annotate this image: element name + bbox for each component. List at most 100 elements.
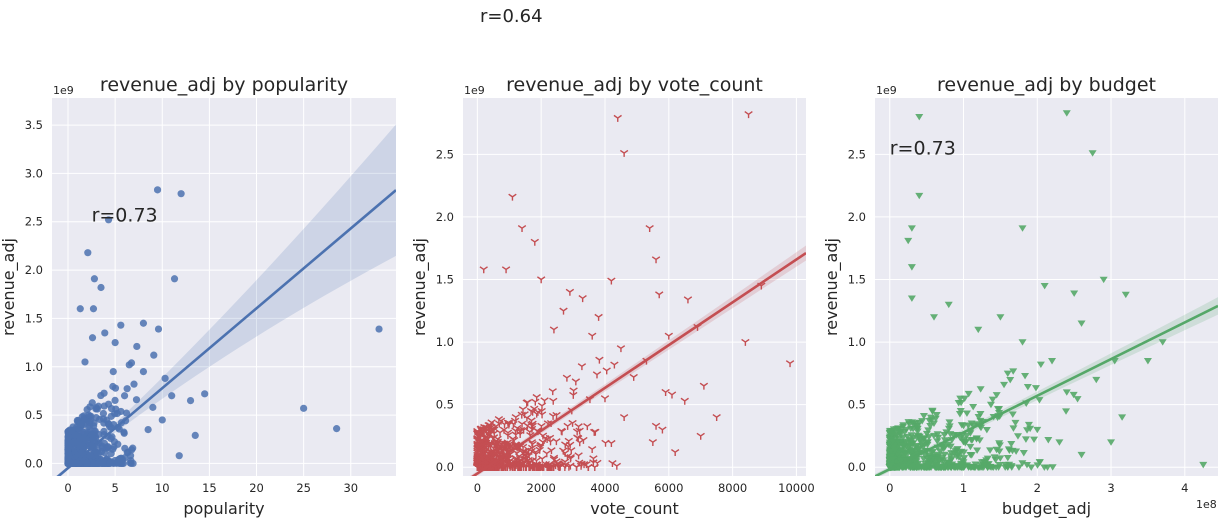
scatter-point — [175, 452, 183, 460]
scatter-point — [1022, 462, 1031, 469]
scatter-point — [933, 438, 942, 445]
scatter-point — [95, 430, 103, 439]
scatter-point — [613, 114, 622, 122]
scatter-point — [111, 396, 119, 405]
scatter-point — [479, 266, 488, 274]
scatter-point — [990, 454, 999, 461]
x-tick-label: 5 — [111, 481, 118, 495]
x-tick-label: 1 — [960, 481, 967, 495]
scatter-point — [1077, 320, 1086, 327]
scatter-point — [563, 422, 572, 430]
scatter-point — [595, 356, 604, 364]
scatter-point — [932, 411, 941, 419]
scatter-point — [133, 342, 141, 351]
correlation-annotation: r=0.73 — [92, 205, 158, 227]
scatter-point — [1031, 385, 1040, 392]
scatter-point — [664, 332, 674, 340]
subplot-title: revenue_adj by budget — [937, 74, 1156, 96]
scatter-point — [541, 435, 550, 443]
scatter-point — [974, 326, 983, 334]
scatter-point — [954, 400, 963, 407]
scatter-point — [507, 463, 517, 471]
y-tick-label: 1.5 — [25, 311, 43, 325]
scatter-point — [536, 276, 546, 284]
scatter-point — [967, 420, 976, 427]
x-tick-label: 4 — [1181, 481, 1188, 495]
x-axis-label: budget_adj — [1002, 499, 1091, 519]
scatter-point — [899, 442, 908, 449]
scatter-point — [1033, 426, 1042, 434]
plot-content — [469, 111, 806, 476]
scatter-point — [924, 434, 933, 441]
y-tick-label: 1.5 — [848, 272, 866, 286]
scatter-point — [982, 427, 991, 434]
scatter-point — [509, 420, 518, 428]
scatter-point — [1009, 368, 1018, 375]
scatter-point — [511, 413, 521, 422]
scatter-point — [132, 396, 141, 404]
scatter-point — [896, 457, 905, 464]
y-offset-label: 1e9 — [464, 84, 485, 97]
scatter-point — [670, 448, 680, 457]
subplot-title: revenue_adj by popularity — [100, 74, 348, 96]
scatter-point — [891, 435, 900, 442]
correlation-annotation: r=0.73 — [890, 137, 956, 159]
scatter-point — [957, 422, 966, 429]
scatter-point — [473, 443, 483, 452]
scatter-point — [915, 192, 924, 200]
scatter-point — [940, 431, 949, 439]
scatter-point — [526, 464, 535, 472]
scatter-point — [527, 421, 536, 429]
scatter-point — [105, 420, 113, 428]
scatter-point — [1005, 461, 1014, 469]
scatter-point — [530, 238, 539, 246]
scatter-point — [1044, 437, 1053, 444]
scatter-point — [97, 283, 105, 292]
scatter-point — [92, 404, 100, 412]
scatter-point — [996, 455, 1005, 462]
scatter-point — [916, 439, 925, 446]
scatter-point — [590, 428, 599, 436]
x-tick-label: 25 — [296, 481, 311, 495]
scatter-point — [1003, 370, 1012, 377]
scatter-point — [139, 367, 148, 376]
scatter-point — [944, 425, 953, 433]
scatter-point — [1021, 373, 1030, 380]
scatter-point — [1014, 464, 1023, 471]
scatter-point — [907, 225, 916, 232]
scatter-point — [109, 382, 117, 391]
scatter-point — [996, 314, 1005, 321]
scatter-point — [70, 438, 78, 446]
scatter-point — [484, 434, 493, 442]
scatter-point — [150, 351, 158, 359]
scatter-point — [594, 313, 603, 321]
scatter-point — [888, 456, 897, 463]
scatter-point — [995, 442, 1004, 449]
scatter-point — [683, 296, 693, 304]
scatter-point — [532, 393, 541, 401]
scatter-point — [564, 463, 574, 471]
scatter-point — [520, 411, 529, 419]
scatter-point — [1035, 397, 1044, 404]
scatter-point — [519, 426, 528, 434]
scatter-point — [508, 193, 517, 201]
scatter-point — [568, 419, 577, 427]
scatter-point — [76, 305, 84, 313]
scatter-point — [1013, 433, 1022, 440]
scatter-point — [549, 326, 559, 334]
scatter-point — [907, 264, 916, 271]
scatter-point — [933, 431, 942, 438]
scatter-point — [1069, 391, 1078, 399]
scatter-point — [992, 464, 1001, 471]
scatter-point — [904, 237, 913, 245]
scatter-point — [971, 461, 980, 468]
scatter-point — [651, 256, 661, 264]
scatter-point — [655, 291, 664, 299]
scatter-point — [928, 408, 937, 415]
scatter-point — [65, 451, 73, 459]
scatter-point — [1143, 358, 1152, 365]
x-tick-label: 3 — [1107, 481, 1114, 495]
scatter-point — [65, 432, 73, 441]
scatter-point — [191, 431, 199, 439]
